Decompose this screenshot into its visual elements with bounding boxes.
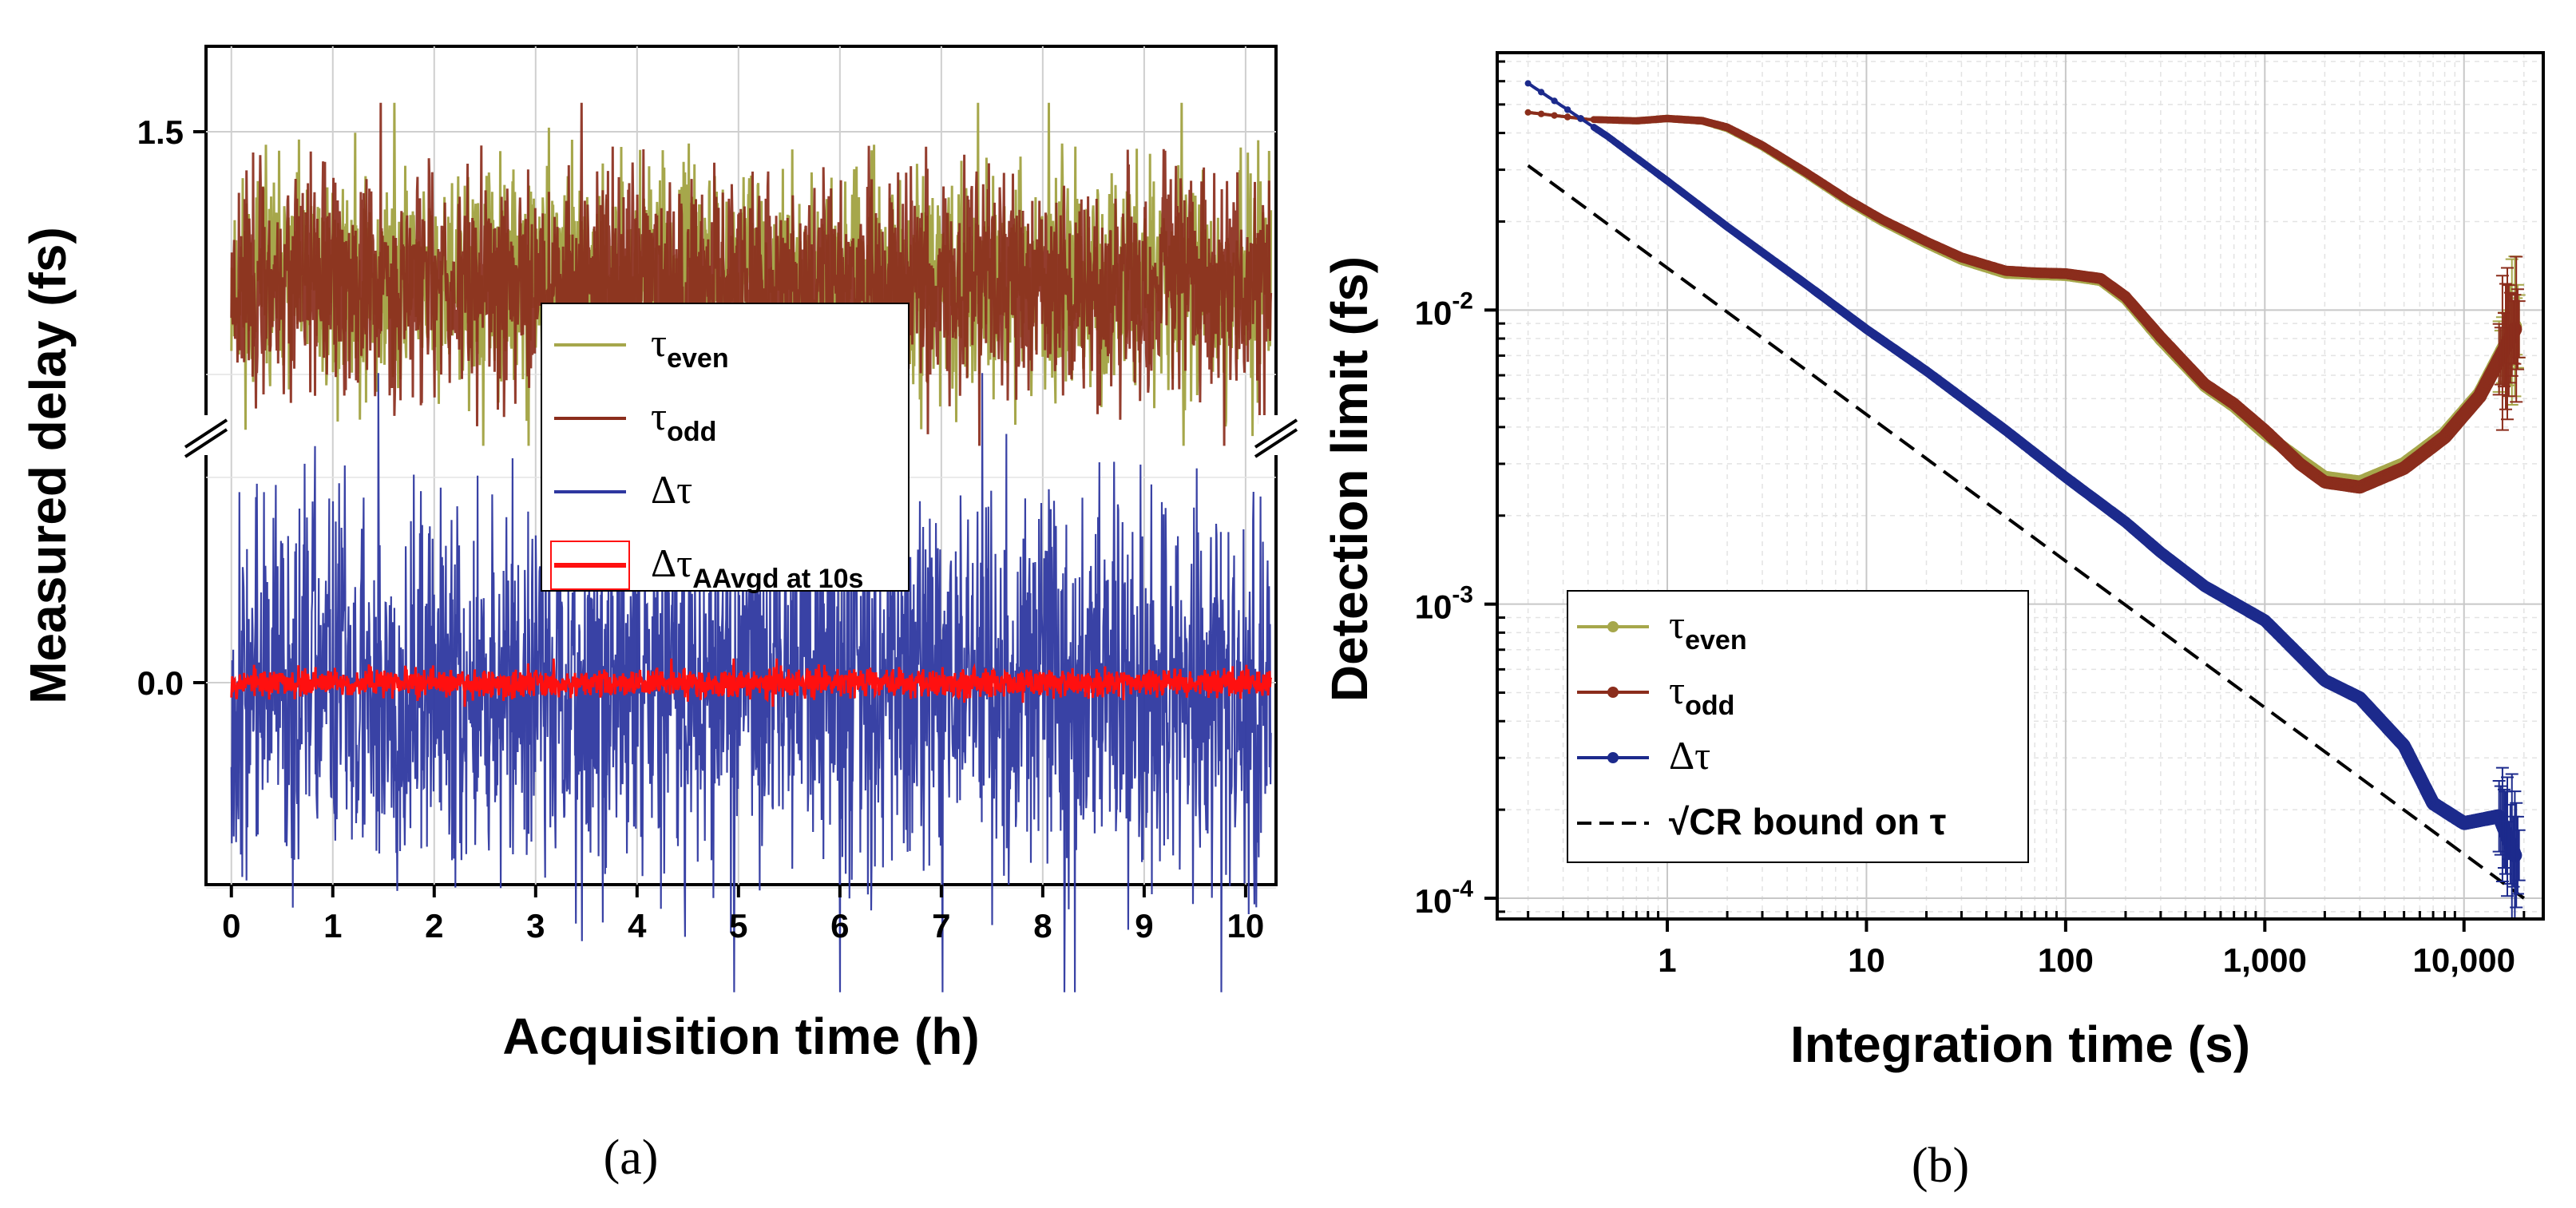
panel-b-series---marker bbox=[1524, 80, 1532, 87]
panel-b-legend: τeven τodd Δτ √CR bound on τ bbox=[1567, 590, 2029, 863]
panel-b-y-tick-label: 10-2 bbox=[1415, 287, 1473, 331]
panel-a-y-tick-label: 0.0 bbox=[137, 664, 184, 702]
panel-a-x-tick-label: 10 bbox=[1227, 907, 1265, 945]
panel-b-x-tick-label: 10,000 bbox=[2413, 941, 2515, 979]
panel-b-x-tick-label: 100 bbox=[2038, 941, 2094, 979]
panel-a-x-tick-label: 4 bbox=[628, 907, 647, 945]
panel-b-legend-marker bbox=[1607, 752, 1619, 763]
panel-b-x-tick-label: 1,000 bbox=[2223, 941, 2307, 979]
panel-a-x-tick-label: 6 bbox=[830, 907, 849, 945]
panel-a-x-axis-title: Acquisition time (h) bbox=[502, 1008, 979, 1065]
panel-a-axes: 0 1 2 3 4 5 6 7 8 9 10 0.0 1.5 bbox=[137, 113, 1265, 945]
panel-b-legend-label: Δτ bbox=[1669, 733, 1710, 778]
panel-b-y-tick-label: 10-4 bbox=[1415, 876, 1474, 920]
panel-b-y-axis-title: Detection limit (fs) bbox=[1321, 256, 1378, 702]
panel-b-series--odd-marker bbox=[1538, 110, 1545, 117]
panel-b-series---marker bbox=[1538, 89, 1545, 96]
panel-b-plot-frame bbox=[1496, 51, 2545, 921]
panel-a-x-tick-label: 2 bbox=[425, 907, 443, 945]
panel-b-x-axis-title: Integration time (s) bbox=[1790, 1016, 2250, 1073]
panel-a-axis-break bbox=[184, 415, 1298, 458]
axis-break-mark-right-2 bbox=[1254, 428, 1298, 458]
panel-a-chart: 0 1 2 3 4 5 6 7 8 9 10 0.0 1.5 Measured delay (fs) A… bbox=[19, 45, 1298, 1185]
panel-b-chart: 1 10 100 1,000 10,000 10-4 10-3 10-2 Detection … bbox=[1321, 51, 2545, 1193]
panel-a-legend-label: τodd bbox=[651, 394, 716, 447]
panel-a-legend-label: τeven bbox=[651, 320, 729, 374]
panel-a-x-tick-label: 7 bbox=[932, 907, 950, 945]
panel-b-series-√cr-bound-on- bbox=[1527, 164, 2526, 900]
axis-break-mark-left-2 bbox=[184, 428, 228, 458]
panel-b-series-- bbox=[1524, 80, 2526, 919]
panel-b-legend-box bbox=[1567, 590, 2029, 863]
panel-a-y-axis-title: Measured delay (fs) bbox=[19, 227, 77, 704]
panel-a-plot-frame bbox=[204, 45, 1278, 886]
panel-a-y-tick-label: 1.5 bbox=[137, 113, 184, 151]
panel-b-x-tick-label: 1 bbox=[1658, 941, 1676, 979]
panel-a-x-tick-label: 1 bbox=[323, 907, 342, 945]
panel-b-x-tick-label: 10 bbox=[1848, 941, 1885, 979]
panel-b-legend-label: √CR bound on τ bbox=[1669, 801, 1946, 842]
panel-b-legend-marker bbox=[1607, 687, 1619, 698]
panel-b-series---marker bbox=[1563, 106, 1571, 113]
panel-a-series--aavgd-at-10s bbox=[230, 658, 1273, 707]
panel-a-x-tick-label: 0 bbox=[222, 907, 240, 945]
panel-b-series--even bbox=[1524, 109, 2526, 489]
panel-a-x-tick-label: 3 bbox=[526, 907, 545, 945]
panel-b-legend-label: τeven bbox=[1669, 602, 1747, 655]
panel-b-y-tick-label: 10-3 bbox=[1415, 582, 1473, 626]
panel-b-series--odd-marker bbox=[1563, 113, 1571, 121]
panel-a-label: (a) bbox=[604, 1131, 659, 1185]
panel-b-series bbox=[1524, 80, 2526, 919]
axis-break-mark-right-1 bbox=[1254, 418, 1298, 449]
panel-b-series---marker bbox=[1577, 115, 1584, 122]
panel-a-x-tick-label: 8 bbox=[1033, 907, 1052, 945]
panel-b-series--odd-marker bbox=[1524, 109, 1532, 116]
panel-b-series---marker bbox=[1551, 97, 1558, 105]
panel-b-legend-label: τodd bbox=[1669, 667, 1734, 721]
panel-a-x-tick-label: 5 bbox=[729, 907, 747, 945]
panel-a-legend-label: ΔτAAvgd at 10s bbox=[651, 541, 863, 594]
panel-b-axes: 1 10 100 1,000 10,000 10-4 10-3 10-2 bbox=[1415, 60, 2526, 979]
panel-a-legend-label: Δτ bbox=[651, 467, 692, 512]
panel-a-x-tick-label: 9 bbox=[1135, 907, 1153, 945]
panel-b-legend-marker bbox=[1607, 621, 1619, 632]
axis-break-mark-left-1 bbox=[184, 418, 228, 449]
panel-b-series--odd-marker bbox=[1551, 112, 1558, 119]
panel-b-series--odd bbox=[1524, 109, 2526, 494]
panel-a-legend: τeven τodd Δτ ΔτAAvgd at 10s bbox=[541, 303, 910, 594]
panel-b-label: (b) bbox=[1912, 1139, 1969, 1193]
